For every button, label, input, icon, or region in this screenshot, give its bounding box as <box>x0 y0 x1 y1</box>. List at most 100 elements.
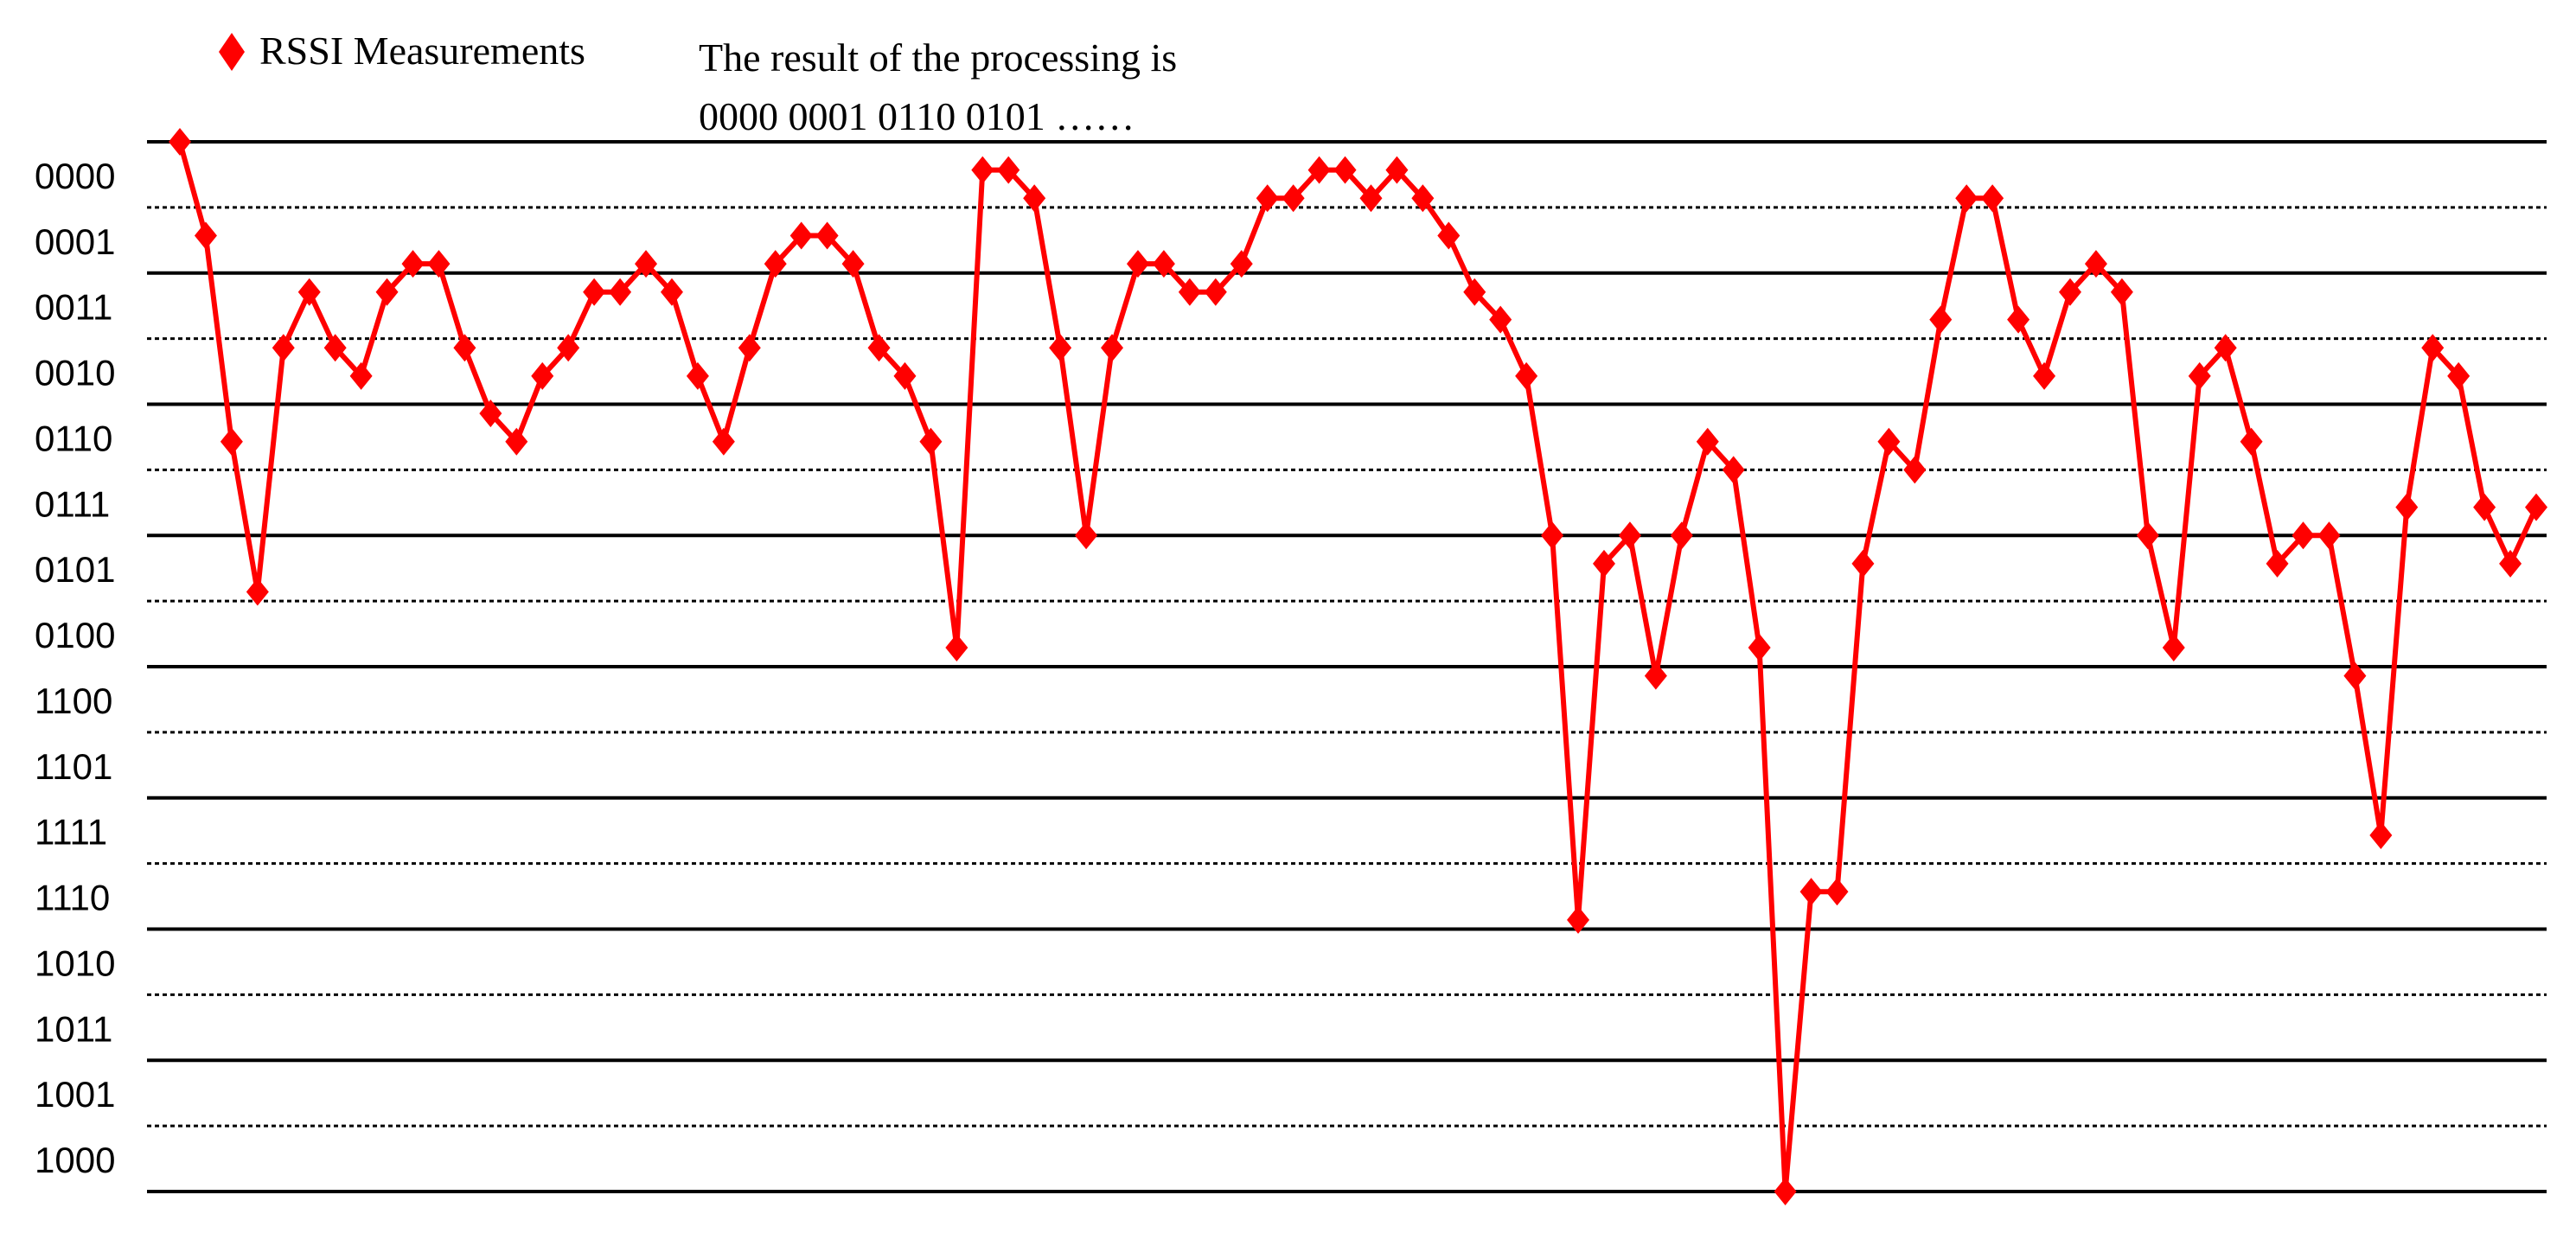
data-point-marker <box>841 250 865 278</box>
data-point-marker <box>1282 184 1305 213</box>
data-point-marker <box>764 250 787 278</box>
grid-lines <box>147 140 2547 1193</box>
y-tick-label: 0011 <box>35 287 112 328</box>
data-point-marker <box>2473 493 2496 521</box>
data-point-marker <box>557 334 580 362</box>
annotation-line-1: The result of the processing is <box>699 35 1177 80</box>
data-point-marker <box>1437 221 1461 250</box>
data-point-marker <box>2343 661 2367 690</box>
data-point-marker <box>2525 493 2547 521</box>
data-point-marker <box>1515 361 1538 390</box>
data-point-marker <box>1333 156 1357 184</box>
data-point-marker <box>1023 184 1046 213</box>
data-point-marker <box>453 334 476 362</box>
data-point-marker <box>1851 549 1875 578</box>
data-point-marker <box>1670 521 1693 550</box>
data-point-marker <box>1722 456 1745 484</box>
annotation-line-2: 0000 0001 0110 0101 …… <box>699 94 1135 138</box>
data-point-marker <box>583 278 606 306</box>
data-point-marker <box>220 427 243 456</box>
data-point-marker <box>401 250 425 278</box>
data-point-marker <box>194 221 217 250</box>
data-point-marker <box>1256 184 1279 213</box>
data-point-marker <box>815 221 839 250</box>
data-point-marker <box>2317 521 2341 550</box>
data-point-marker <box>1463 278 1486 306</box>
data-point-marker <box>1411 184 1435 213</box>
data-point-marker <box>246 578 269 606</box>
data-point-marker <box>1101 334 1124 362</box>
data-point-marker <box>323 334 347 362</box>
y-tick-label: 1000 <box>35 1140 115 1180</box>
data-point-marker <box>1385 156 1409 184</box>
y-tick-label: 1111 <box>35 812 107 853</box>
data-point-marker <box>1877 427 1901 456</box>
data-point-marker <box>738 334 761 362</box>
series-line <box>177 141 2539 1194</box>
data-point-marker <box>2447 361 2471 390</box>
y-tick-label: 0110 <box>35 418 112 458</box>
data-point-marker <box>712 427 735 456</box>
data-point-marker <box>1567 905 1590 934</box>
data-point-marker <box>1748 633 1771 661</box>
data-point-marker <box>1618 521 1641 550</box>
data-point-marker <box>1825 878 1849 906</box>
y-tick-label: 0001 <box>35 221 115 262</box>
y-tick-label: 1011 <box>35 1008 112 1049</box>
data-point-marker <box>2033 361 2056 390</box>
data-point-marker <box>2421 334 2445 362</box>
data-point-marker <box>2214 334 2237 362</box>
data-point-marker <box>2395 493 2419 521</box>
data-point-marker <box>893 361 917 390</box>
data-point-marker <box>945 633 968 661</box>
y-tick-label: 0000 <box>35 156 115 196</box>
legend: RSSI Measurements <box>219 29 585 73</box>
data-point-marker <box>1541 521 1564 550</box>
data-point-marker <box>2369 821 2393 849</box>
data-point-marker <box>1178 278 1201 306</box>
data-point-marker <box>1903 456 1927 484</box>
data-point-marker <box>2188 361 2211 390</box>
y-tick-label: 0111 <box>35 483 110 524</box>
legend-diamond-marker <box>219 33 245 71</box>
legend-label: RSSI Measurements <box>259 29 585 73</box>
data-point-marker <box>479 399 502 428</box>
y-tick-label: 1001 <box>35 1074 115 1115</box>
data-point-marker <box>505 427 528 456</box>
data-point-marker <box>297 278 321 306</box>
y-tick-label: 1101 <box>35 746 112 787</box>
data-point-marker <box>2007 305 2030 334</box>
y-tick-label: 0101 <box>35 549 115 590</box>
data-point-marker <box>1696 427 1719 456</box>
y-tick-label: 1110 <box>35 878 110 918</box>
data-point-marker <box>1307 156 1331 184</box>
data-point-marker <box>660 278 683 306</box>
data-point-marker <box>1489 305 1512 334</box>
data-point-marker <box>1204 278 1227 306</box>
data-point-marker <box>169 128 191 156</box>
data-point-marker <box>272 334 295 362</box>
data-point-marker <box>1799 878 1823 906</box>
y-tick-label: 0100 <box>35 615 115 655</box>
data-point-marker <box>1075 521 1098 550</box>
data-point-marker <box>1644 661 1667 690</box>
data-point-marker <box>1981 184 2004 213</box>
data-point-marker <box>1049 334 1072 362</box>
data-point-marker <box>1955 184 1978 213</box>
data-point-marker <box>919 427 943 456</box>
data-point-marker <box>1126 250 1149 278</box>
data-point-marker <box>2162 633 2185 661</box>
data-point-marker <box>997 156 1020 184</box>
data-point-marker <box>971 156 994 184</box>
data-point-marker <box>427 250 451 278</box>
y-tick-label: 0010 <box>35 353 115 393</box>
data-point-marker <box>375 278 399 306</box>
data-point-marker <box>2058 278 2081 306</box>
data-point-marker <box>1359 184 1383 213</box>
data-point-marker <box>686 361 709 390</box>
rssi-series <box>169 128 2547 1205</box>
data-point-marker <box>1230 250 1253 278</box>
data-point-marker <box>867 334 891 362</box>
data-point-marker <box>2292 521 2315 550</box>
